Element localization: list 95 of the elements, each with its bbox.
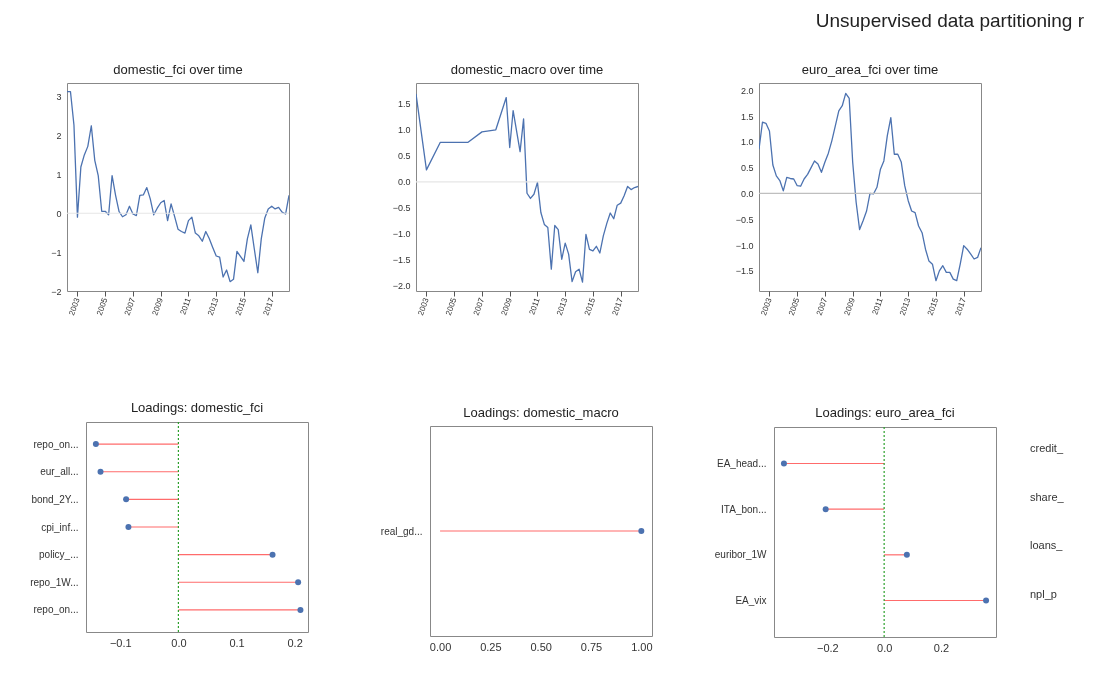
y-tick-label: repo_on... — [33, 438, 79, 450]
text: npl_p — [1030, 588, 1057, 601]
line-series — [759, 92, 981, 282]
y-tick-label: −1.5 — [392, 255, 411, 266]
point — [269, 551, 276, 558]
x-tick-label: −0.1 — [109, 636, 132, 649]
line-series — [67, 90, 289, 283]
point — [780, 460, 787, 467]
y-tick-label: 1.0 — [740, 137, 754, 148]
x-tick-label: 2015 — [233, 296, 249, 317]
point — [97, 468, 104, 475]
y-tick-label: EA_vix — [735, 594, 767, 606]
x-tick-label: 2003 — [67, 296, 82, 317]
x-tick-label: 2003 — [759, 296, 774, 317]
x-tick-label: 0.2 — [933, 641, 950, 654]
text: Unsupervised data partitioning r — [815, 10, 1084, 32]
x-tick-label: 2011 — [870, 296, 885, 317]
y-tick-label: 1.0 — [397, 125, 411, 136]
x-tick-label: 2009 — [150, 296, 166, 317]
chart-title: euro_area_fci over time — [801, 62, 939, 77]
chart-title: Loadings: euro_area_fci — [815, 405, 955, 421]
y-tick-label: repo_1W... — [30, 576, 79, 588]
y-tick-label: −1.0 — [735, 240, 754, 251]
y-tick-label: bond_2Y... — [31, 493, 79, 505]
y-tick-label: ITA_bon... — [721, 503, 767, 515]
y-tick-label: 0.5 — [740, 163, 754, 174]
point — [125, 524, 132, 530]
x-tick-label: 2017 — [953, 296, 969, 317]
x-tick-label: 2011 — [178, 296, 193, 317]
x-tick-label: 2013 — [205, 296, 221, 317]
x-tick-label: 2005 — [443, 296, 459, 317]
y-tick-label: repo_on... — [33, 604, 79, 616]
x-tick-label: 0.50 — [530, 640, 552, 653]
chart-title: Loadings: domestic_macro — [463, 405, 619, 420]
x-tick-label: 0.2 — [287, 636, 303, 649]
x-tick-label: 2017 — [261, 296, 277, 317]
chart-title: domestic_macro over time — [450, 62, 604, 77]
y-tick-label: 2.0 — [740, 85, 754, 96]
y-tick-label: 0.0 — [397, 177, 411, 188]
x-tick-label: 2015 — [925, 296, 941, 317]
y-tick-label: euribor_1W — [714, 549, 768, 561]
y-tick-label: EA_head... — [717, 458, 767, 470]
x-tick-label: 0.75 — [580, 640, 603, 653]
point — [983, 597, 990, 604]
point — [822, 506, 829, 513]
y-tick-label: policy_... — [39, 549, 79, 561]
y-tick-label: −2.0 — [392, 281, 411, 292]
y-tick-label: real_gd... — [380, 525, 423, 537]
y-tick-label: 0.5 — [397, 151, 411, 162]
point — [123, 496, 130, 503]
y-tick-label: 1 — [56, 169, 62, 180]
y-tick-label: 2 — [56, 130, 62, 141]
y-tick-label: −1.5 — [735, 266, 754, 277]
y-tick-label: −2 — [51, 286, 62, 297]
point — [297, 606, 304, 613]
x-tick-label: 2015 — [582, 296, 598, 317]
y-tick-label: 1.5 — [397, 99, 411, 110]
y-tick-label: −0.5 — [735, 214, 754, 225]
x-tick-label: 1.00 — [631, 640, 653, 653]
y-tick-label: 0.0 — [740, 188, 754, 199]
y-tick-label: 1.5 — [740, 111, 754, 122]
point — [295, 579, 302, 586]
point — [903, 551, 910, 558]
y-tick-label: −0.5 — [392, 203, 411, 214]
x-tick-label: 2007 — [471, 296, 487, 317]
text: credit_ — [1030, 442, 1064, 454]
x-tick-label: 2011 — [527, 296, 542, 317]
y-tick-label: 0 — [56, 208, 62, 219]
x-tick-label: 2009 — [842, 296, 858, 317]
x-tick-label: 2007 — [814, 296, 830, 317]
point — [92, 441, 99, 448]
y-tick-label: −1 — [51, 247, 62, 258]
x-tick-label: 2003 — [416, 296, 431, 317]
text: loans_ — [1030, 539, 1063, 552]
y-tick-label: eur_all... — [40, 466, 79, 478]
y-tick-label: −1.0 — [392, 229, 411, 240]
x-tick-label: −0.2 — [817, 641, 839, 654]
x-tick-label: 0.0 — [877, 641, 893, 654]
text: share_ — [1030, 490, 1064, 503]
chart-title: domestic_fci over time — [113, 62, 243, 77]
x-tick-label: 2009 — [499, 296, 515, 317]
x-tick-label: 2007 — [122, 296, 138, 317]
x-tick-label: 0.00 — [429, 640, 452, 653]
x-tick-label: 2005 — [786, 296, 802, 317]
chart-title: Loadings: domestic_fci — [130, 400, 264, 416]
line-series — [416, 93, 638, 283]
y-tick-label: cpi_inf... — [41, 521, 79, 533]
x-tick-label: 2017 — [610, 296, 626, 317]
y-tick-label: 3 — [56, 92, 62, 103]
x-tick-label: 0.1 — [229, 636, 245, 649]
x-tick-label: 2005 — [94, 296, 110, 317]
x-tick-label: 0.25 — [480, 640, 502, 653]
x-tick-label: 0.0 — [171, 636, 187, 649]
x-tick-label: 2013 — [897, 296, 913, 317]
x-tick-label: 2013 — [554, 296, 570, 317]
